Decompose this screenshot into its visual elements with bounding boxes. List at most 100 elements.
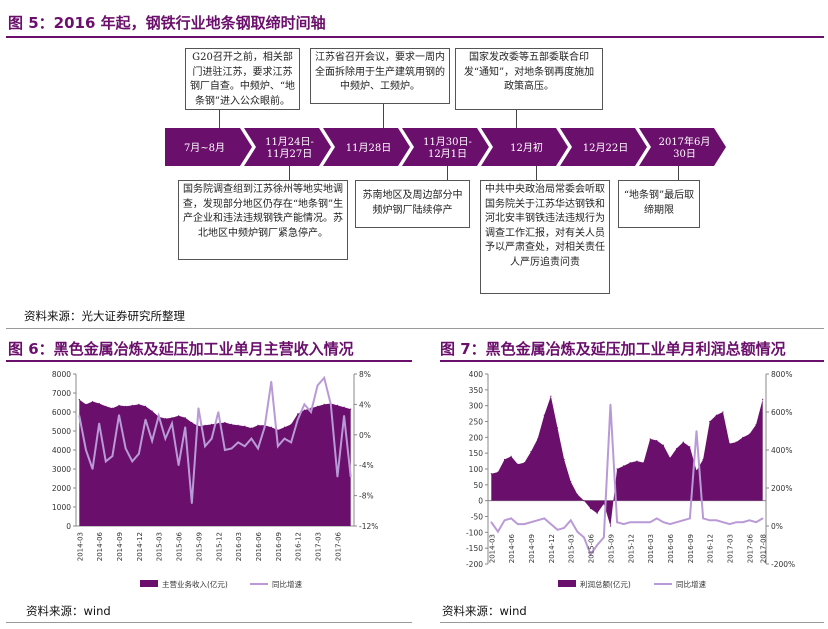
tick-label-right: 4% [359,400,371,409]
figure-7-bottom-rule [440,622,824,623]
tick-label-left: 1000 [52,503,71,512]
line-point [530,521,532,523]
line-point [151,440,153,442]
area-point [742,436,744,438]
figure-5-bottom-rule [6,328,824,329]
line-point [649,521,651,523]
line-point [118,414,120,416]
line-point [523,523,526,525]
tick-label-left: 2000 [52,484,71,493]
area-point [303,409,305,411]
tick-label-left: 100 [469,465,484,474]
area-point [297,413,299,415]
tick-label-left: 150 [469,449,484,458]
line-point [503,519,506,522]
line-point [263,426,266,428]
tick-label-x: 2015-12 [215,532,223,561]
tick-label-left: -200 [466,560,483,569]
line-point [157,415,160,417]
line-point [636,521,638,523]
line-point [171,422,173,425]
line-point [576,530,579,533]
tick-label-left: 250 [469,418,484,427]
area-point [676,447,678,450]
line-point [755,521,757,523]
tick-label-right: 0% [359,431,371,440]
area-point [237,424,239,426]
line-point [669,523,671,525]
tick-label-left: -150 [466,544,483,553]
area-point [85,403,87,405]
line-point [310,411,312,413]
timeline-label: 12月22日 [583,142,628,154]
timeline-chevron [481,128,568,166]
line-point [569,519,572,522]
area-point [211,423,213,425]
tick-label-right: 0% [771,522,783,531]
area-point [510,455,512,457]
tick-label-x: 2014-06 [96,531,104,561]
event-box-top-1: G20召开之前，相关部门进驻江苏，要求江苏钢厂自查。中频炉、“地条钢”进入公众眼… [185,48,300,110]
figure-5-title: 图 5：2016 年起，钢铁行业地条钢取缔时间轴 [8,14,326,32]
line-point [497,530,499,533]
line-point [728,523,731,525]
tick-label-left: 300 [469,402,484,411]
tick-label-x: 2014-03 [76,532,84,561]
area-point [490,473,492,475]
timeline-chevron [323,128,410,166]
event-box-bottom-1: 国务院调查组到江苏徐州等地实地调查，发现部分地区仍存在“地条钢”生产企业和违法违… [178,180,348,260]
tick-label-right: 800% [771,370,792,379]
tick-label-x: 2016-12 [707,534,715,563]
area-point [543,414,545,416]
tick-label-x: 2016-09 [687,534,695,563]
area-point [144,405,147,407]
series-area-利润总额(亿元) [491,396,763,526]
line-point [708,519,711,522]
tick-label-x: 2015-03 [568,534,576,563]
line-point [682,519,685,522]
tick-label-x: 2015-06 [176,531,184,561]
area-point [98,402,100,405]
line-point [556,529,559,531]
area-point [78,399,80,401]
line-point [230,447,233,450]
line-point [111,455,114,457]
area-point [662,444,665,446]
area-point [748,433,751,435]
tick-label-right: 200% [771,484,792,493]
area-point [709,420,711,423]
line-point [735,521,738,523]
figure-5-title-rule [6,36,824,38]
line-point [543,517,546,520]
tick-label-x: 2017-06 [746,533,754,563]
area-point [343,406,345,408]
line-point [184,426,187,428]
series-line-同比增速 [490,404,764,557]
line-point [290,441,292,444]
line-point [144,418,147,421]
area-point [111,407,114,409]
line-point [748,519,751,522]
area-point [762,398,764,400]
line-point [742,521,744,523]
line-point [270,380,273,383]
line-point [603,536,605,539]
tick-label-left: 6000 [52,408,71,417]
line-point [104,460,107,463]
line-point [343,415,345,417]
figure-6-title-rule [6,360,412,362]
event-box-bottom-4: “地条钢”最后取缔期限 [618,180,700,228]
timeline-chevron [244,128,331,166]
legend-label-area: 主营业务收入(亿元) [162,579,228,589]
area-point [609,525,612,527]
tick-label-x: 2015-09 [607,534,615,563]
line-point [536,519,539,522]
legend-label-line: 同比增速 [272,579,302,589]
area-point [138,403,140,405]
area-point [537,438,539,440]
tick-label-left: 7000 [52,389,71,398]
area-point [556,427,559,429]
tick-label-x: 2016-06 [667,533,675,563]
tick-label-x: 2014-09 [528,534,536,563]
event-box-top-3: 国家发改委等五部委联合印发“通知”，对地条钢再度施加政策高压。 [455,48,603,110]
